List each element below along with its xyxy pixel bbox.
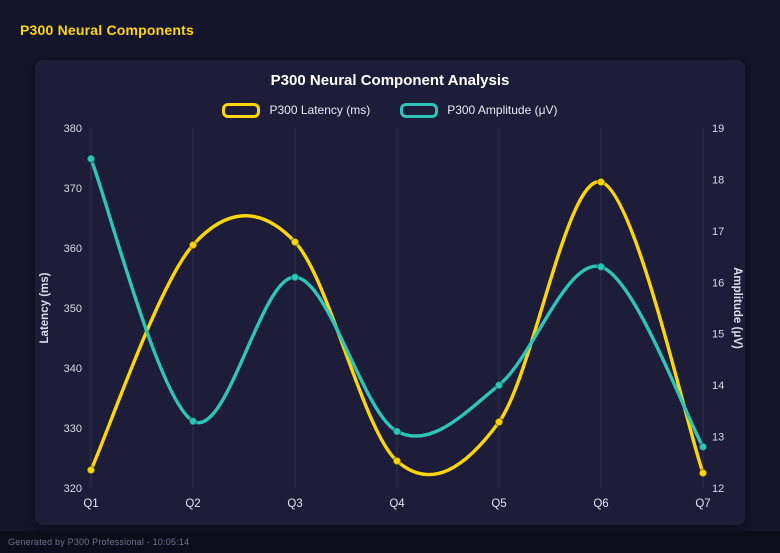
right-tick-label: 17	[712, 226, 724, 238]
line-chart: 320 330 340 350 360 370 380 12 13 14 15 16 17 18 19 Q1 Q…	[39, 123, 743, 510]
x-tick-label: Q7	[695, 498, 710, 510]
data-point-marker[interactable]	[494, 380, 504, 390]
data-point-marker[interactable]	[188, 240, 198, 250]
data-point-marker[interactable]	[596, 262, 606, 272]
page-title: P300 Neural Components	[20, 22, 194, 38]
x-tick-label: Q5	[491, 498, 506, 510]
left-tick-label: 320	[64, 483, 82, 495]
left-tick-label: 370	[64, 183, 82, 195]
x-tick-label: Q1	[83, 498, 98, 510]
footer-text: Generated by P300 Professional - 10:05:1…	[8, 537, 190, 547]
right-axis-title: Amplitude (μV)	[731, 267, 743, 349]
legend-item-0[interactable]: P300 Latency (ms)	[222, 102, 371, 118]
data-point-marker[interactable]	[494, 417, 504, 427]
legend-label: P300 Latency (ms)	[269, 103, 371, 117]
right-tick-label: 12	[712, 483, 724, 495]
right-tick-label: 16	[712, 277, 724, 289]
left-axis-title: Latency (ms)	[39, 272, 51, 343]
right-tick-label: 19	[712, 123, 724, 135]
data-point-marker[interactable]	[392, 426, 402, 436]
data-point-marker[interactable]	[392, 456, 402, 466]
data-point-marker[interactable]	[698, 468, 708, 478]
chart-title: P300 Neural Component Analysis	[270, 72, 510, 89]
x-tick-label: Q4	[389, 498, 405, 510]
data-point-marker[interactable]	[596, 177, 606, 187]
legend-label: P300 Amplitude (μV)	[447, 103, 558, 117]
left-tick-label: 380	[64, 123, 82, 135]
footer-bar: Generated by P300 Professional - 10:05:1…	[0, 531, 780, 553]
right-tick-label: 13	[712, 432, 724, 444]
legend-item-1[interactable]: P300 Amplitude (μV)	[400, 102, 558, 118]
chart-legend: P300 Latency (ms) P300 Amplitude (μV)	[35, 99, 745, 121]
plot-area: 320 330 340 350 360 370 380 12 13 14 15 16 17 18 19 Q1 Q…	[35, 123, 745, 520]
data-point-marker[interactable]	[290, 272, 300, 282]
left-tick-label: 350	[64, 303, 82, 315]
data-point-marker[interactable]	[86, 465, 96, 475]
legend-swatch-icon	[400, 102, 439, 118]
chart-panel: P300 Neural Component Analysis P300 Late…	[35, 60, 745, 525]
data-point-marker[interactable]	[86, 154, 96, 164]
data-point-marker[interactable]	[698, 442, 708, 452]
legend-swatch-icon	[222, 102, 261, 118]
left-tick-label: 340	[64, 363, 82, 375]
data-point-marker[interactable]	[188, 416, 198, 426]
right-tick-label: 18	[712, 174, 724, 186]
right-tick-label: 15	[712, 329, 724, 341]
data-point-marker[interactable]	[290, 237, 300, 247]
x-tick-label: Q2	[185, 498, 200, 510]
x-tick-label: Q3	[287, 498, 302, 510]
left-tick-label: 360	[64, 243, 82, 255]
left-tick-label: 330	[64, 423, 82, 435]
x-tick-label: Q6	[593, 498, 608, 510]
right-tick-label: 14	[712, 380, 724, 392]
